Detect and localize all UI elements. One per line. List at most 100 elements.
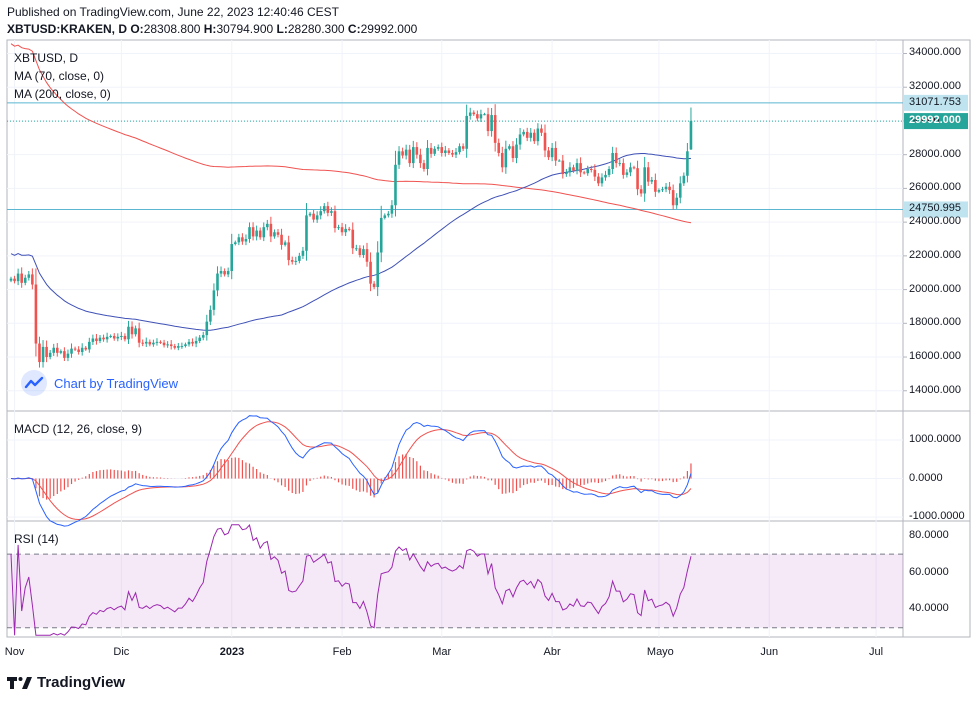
candle-body [468, 112, 472, 116]
candle-body [312, 213, 315, 220]
candle-body [20, 273, 23, 283]
candle-body [326, 206, 330, 213]
candle-body [244, 238, 248, 242]
candle-body [508, 146, 511, 149]
candle-body [678, 183, 682, 198]
candle-body [565, 172, 568, 175]
candle-body [675, 197, 679, 206]
candle-body [322, 206, 326, 212]
rsi-tick-label: 60.0000 [909, 565, 949, 578]
candle-body [636, 168, 639, 190]
candle-body [241, 237, 244, 242]
price-tick-label: 30000.000 [909, 113, 961, 126]
x-tick-label: Feb [332, 646, 352, 658]
x-tick-label: Dic [113, 646, 130, 658]
candle-body [134, 328, 137, 335]
candle-body [600, 177, 604, 184]
candle-body [379, 217, 383, 253]
price-tick-label: 18000.000 [909, 316, 961, 329]
candle-body [23, 277, 27, 283]
candle-body [273, 232, 276, 237]
candle-body [294, 260, 298, 262]
candle-body [433, 148, 436, 154]
close-value: 29992.000 [360, 22, 418, 36]
watermark-text: Chart by TradingView [54, 375, 179, 391]
candle-body [266, 223, 269, 228]
candle-body [177, 346, 180, 348]
candle-body [59, 351, 63, 353]
price-tick-label: 22000.000 [909, 248, 961, 261]
candle-body [45, 346, 48, 358]
candle-body [525, 131, 529, 138]
candle-body [187, 341, 191, 345]
candle-body [351, 229, 355, 249]
candle-body [436, 147, 440, 149]
candle-body [91, 338, 95, 342]
candle-body [568, 167, 572, 173]
footer-brand[interactable]: TradingView [7, 674, 125, 691]
candle-body [237, 237, 241, 243]
candle-body [344, 228, 347, 233]
candle-body [476, 114, 479, 119]
last-price-label: 29992.000 [909, 114, 961, 127]
candle-body [105, 336, 109, 340]
candle-body [315, 215, 319, 220]
candle-body [458, 146, 461, 153]
price-tick-label: 14000.000 [909, 383, 961, 396]
candle-body [387, 213, 390, 216]
candle-body [34, 284, 38, 344]
candle-body [77, 349, 80, 352]
candle-body [233, 242, 237, 245]
candle-body [629, 167, 632, 173]
x-tick-label: Abr [543, 646, 561, 658]
candle-body [646, 167, 650, 182]
candle-body [483, 114, 486, 116]
candle-body [298, 255, 301, 261]
candle-body [500, 152, 504, 168]
price-tick-label: 28000.000 [909, 147, 961, 160]
candle-body [148, 341, 152, 345]
candle-body [201, 335, 205, 338]
candle-body [589, 169, 593, 171]
high-value: 30794.900 [216, 22, 274, 36]
candle-body [639, 189, 643, 194]
candle-body [216, 273, 219, 291]
price-tick-label: 24000.000 [909, 215, 961, 228]
candle-body [276, 232, 280, 235]
candle-body [137, 328, 141, 343]
candle-body [408, 149, 412, 164]
candle-body [212, 290, 216, 310]
candle-body [230, 244, 234, 272]
candle-body [394, 164, 397, 206]
candle-body [226, 271, 230, 275]
candle-body [654, 179, 657, 192]
candle-body [543, 132, 547, 151]
candle-body [611, 152, 614, 170]
candle-body [661, 189, 664, 191]
macd-line [10, 415, 692, 527]
x-tick-label: Mar [432, 646, 452, 658]
candle-body [31, 274, 34, 285]
price-tick-label: 20000.000 [909, 282, 961, 295]
candle-body [668, 186, 671, 191]
candle-body [454, 152, 458, 155]
candle-body [205, 321, 209, 336]
candle-body [301, 250, 305, 256]
candle-body [116, 336, 120, 339]
candle-body [597, 176, 600, 184]
candle-body [657, 190, 661, 192]
high-label: H: [203, 22, 217, 36]
tradingview-watermark[interactable]: Chart by TradingView [20, 369, 178, 397]
x-tick-label: Mayo [646, 646, 674, 658]
candle-body [579, 163, 582, 173]
candle-body [258, 230, 262, 238]
candle-body [347, 228, 351, 230]
rsi-band [7, 554, 903, 628]
candle-body [223, 271, 226, 275]
level-price-label: 24750.995 [909, 202, 961, 215]
candle-body [38, 343, 41, 363]
tradingview-logo-icon [7, 676, 32, 689]
candle-body [426, 147, 429, 170]
candle-body [604, 174, 607, 178]
